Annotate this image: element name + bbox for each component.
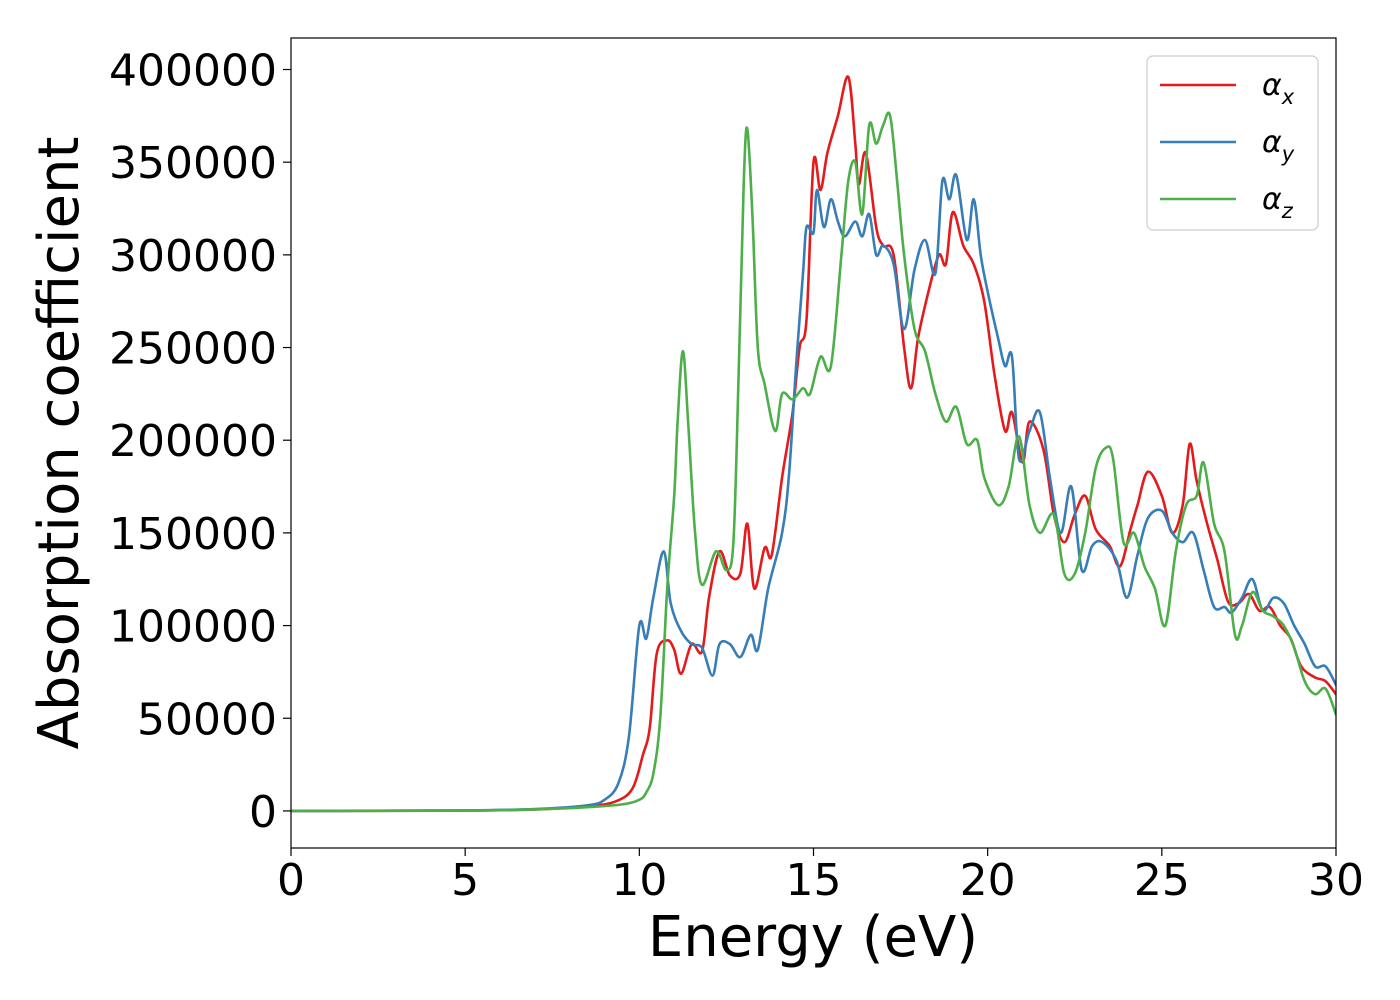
y-axis-title: Absorption coefficient xyxy=(27,137,92,750)
x-axis-title: Energy (eV) xyxy=(648,905,978,970)
x-tick-label: 15 xyxy=(786,855,842,906)
legend-subscript: z xyxy=(1281,199,1294,223)
legend-subscript: x xyxy=(1281,85,1295,109)
legend-label-z: αz xyxy=(1262,182,1294,223)
legend-symbol: α xyxy=(1262,182,1282,217)
x-tick-label: 25 xyxy=(1134,855,1190,906)
y-tick-label: 350000 xyxy=(109,138,277,189)
legend-label-y: αy xyxy=(1262,125,1295,166)
series-line-y xyxy=(291,172,1336,813)
x-tick-label: 10 xyxy=(611,855,667,906)
x-tick-label: 0 xyxy=(277,855,305,906)
legend-symbol: α xyxy=(1262,125,1282,160)
y-tick-label: 400000 xyxy=(109,46,277,97)
y-tick-label: 150000 xyxy=(109,509,277,560)
y-tick-label: 100000 xyxy=(109,602,277,653)
y-tick-label: 50000 xyxy=(137,694,277,745)
y-axis: 0 50000 100000 150000 200000 250000 300000 3500… xyxy=(109,46,291,838)
x-tick-label: 5 xyxy=(451,855,479,906)
y-tick-label: 0 xyxy=(249,787,277,838)
series-layer xyxy=(291,75,1336,813)
legend-symbol: α xyxy=(1262,68,1282,103)
x-tick-label: 30 xyxy=(1308,855,1364,906)
y-tick-label: 200000 xyxy=(109,416,277,467)
series-line-z xyxy=(291,111,1336,813)
y-tick-label: 250000 xyxy=(109,324,277,375)
x-tick-label: 20 xyxy=(960,855,1016,906)
legend-label-x: αx xyxy=(1262,68,1295,109)
x-axis: 0 5 10 15 20 25 30 xyxy=(277,848,1364,906)
y-tick-label: 300000 xyxy=(109,231,277,282)
legend-subscript: y xyxy=(1281,142,1295,166)
